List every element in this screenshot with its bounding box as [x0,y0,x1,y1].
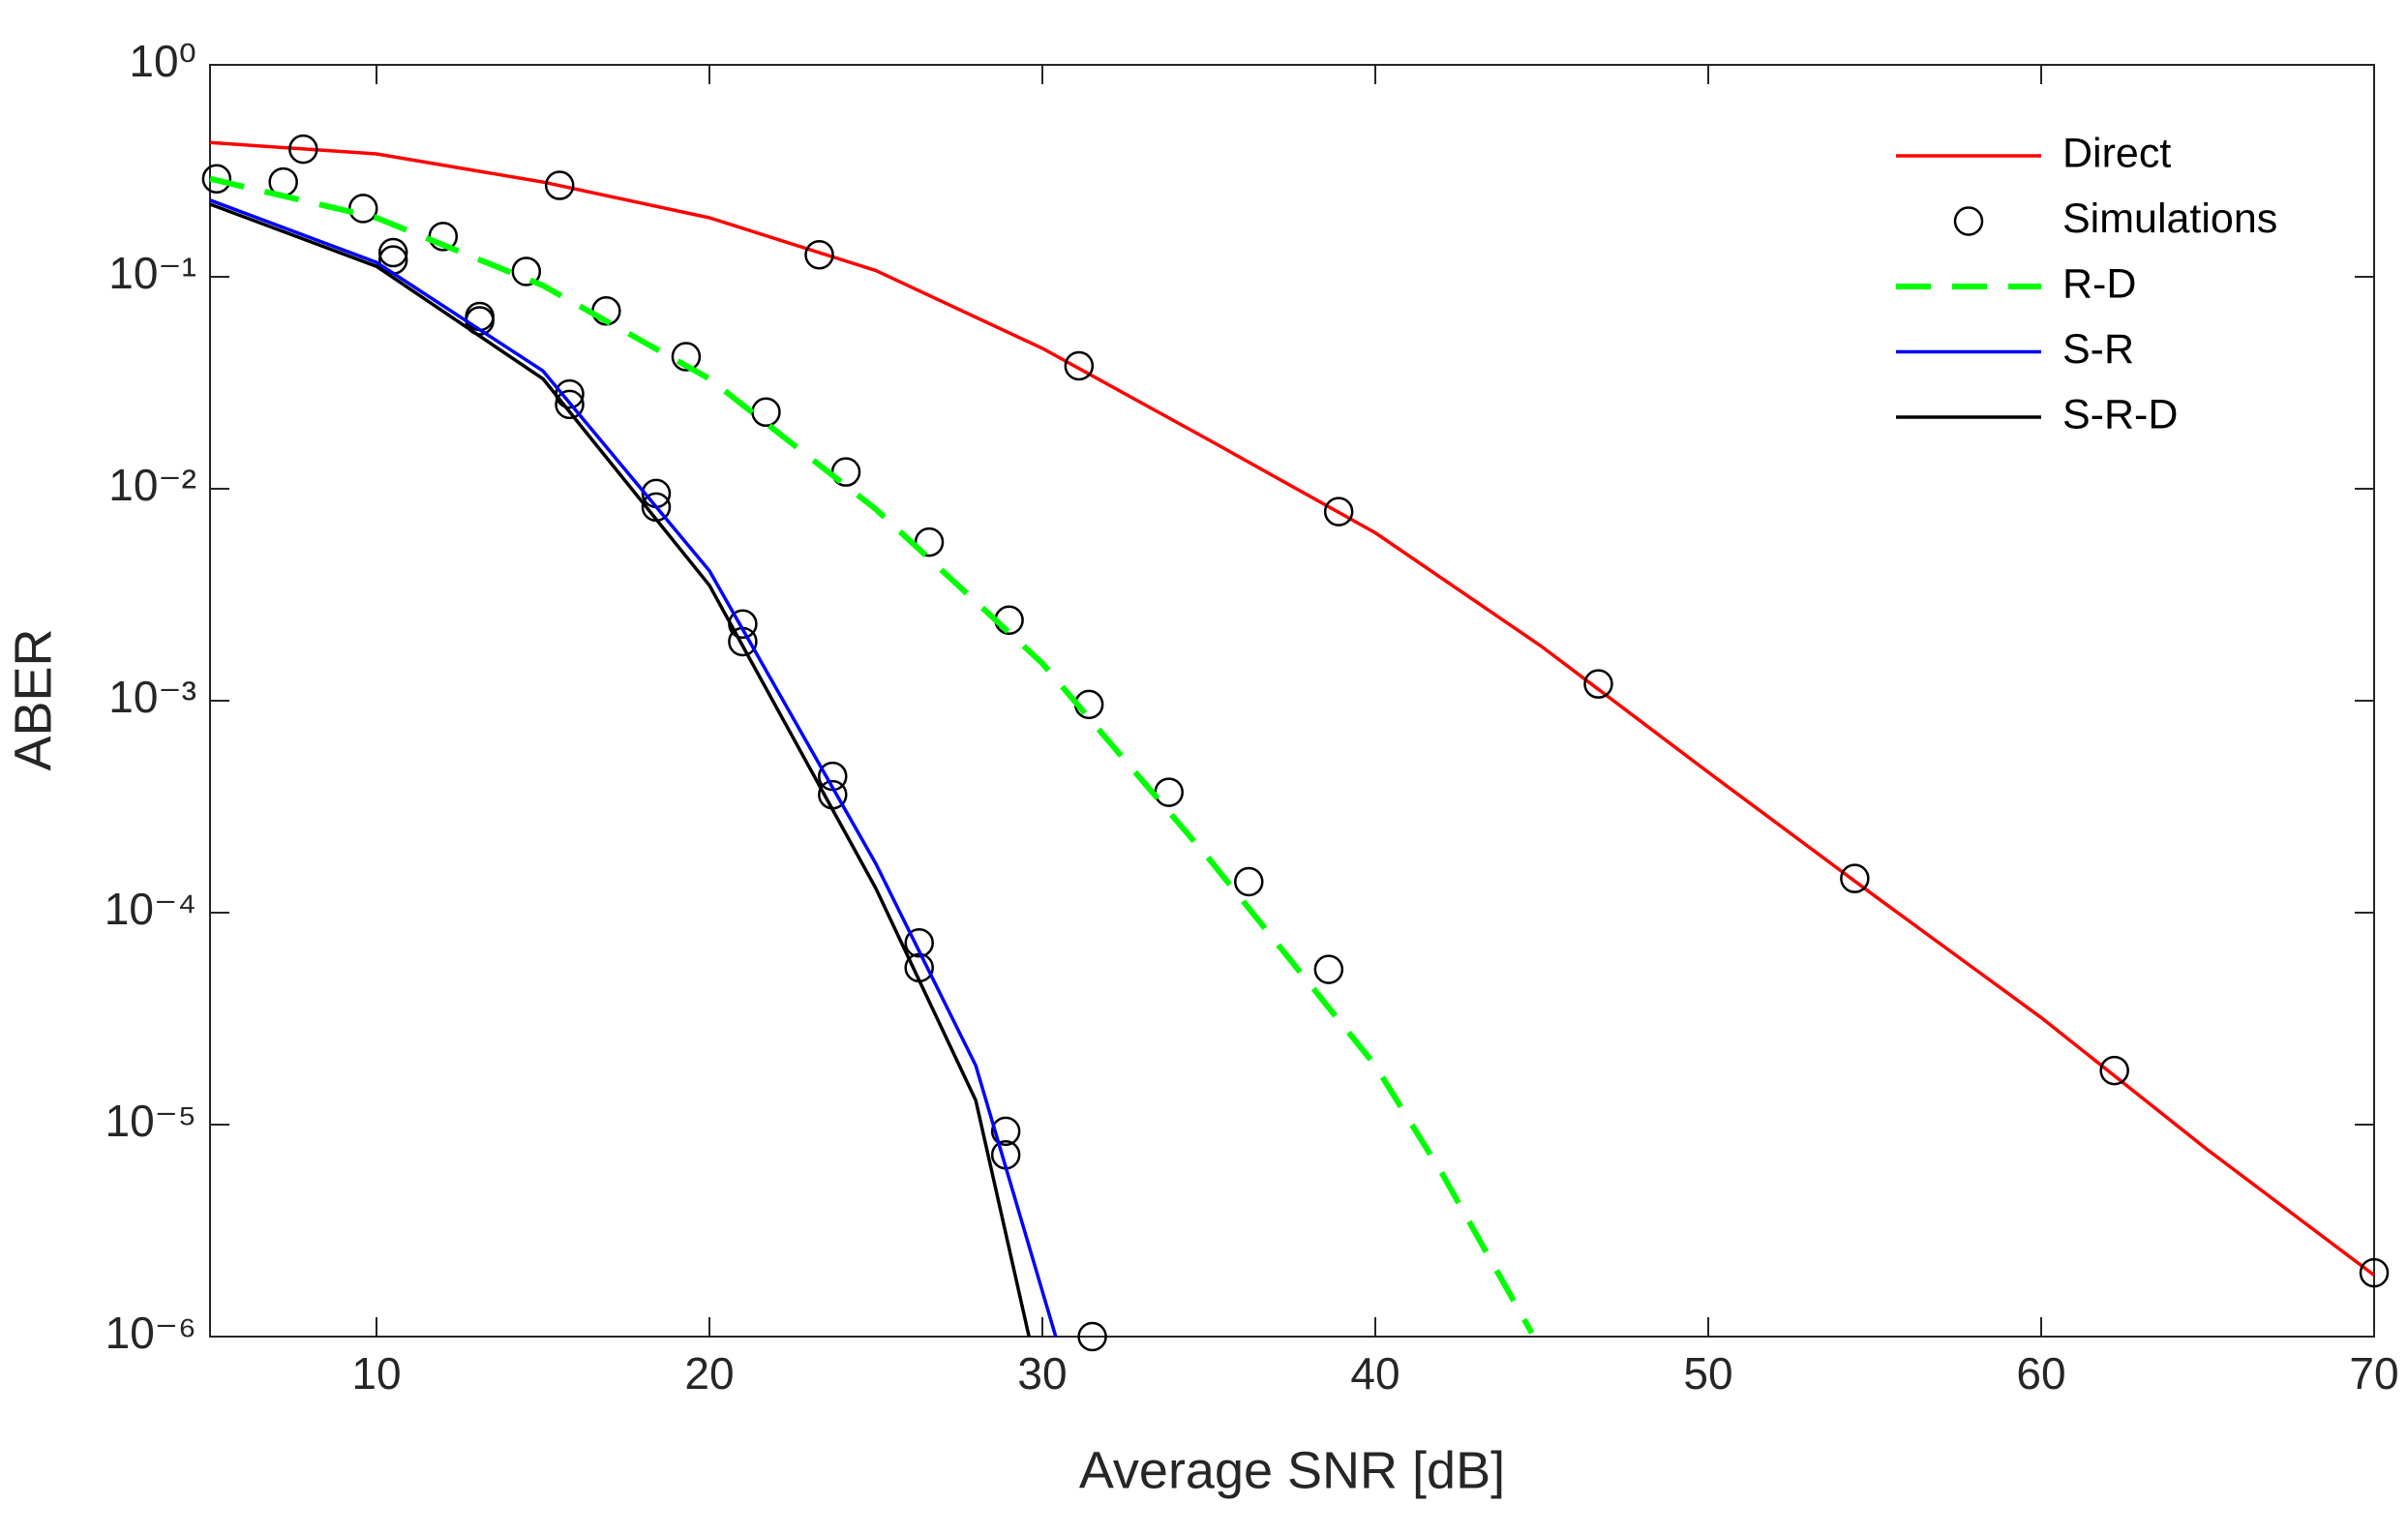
marker [288,134,318,165]
x-tick-label: 10 [351,1348,401,1399]
line [209,202,1031,1338]
marker [671,342,702,372]
legend-label: S-R-D [2062,391,2178,437]
line [209,198,1058,1338]
x-tick-label: 20 [684,1348,734,1399]
x-tick-label: 40 [1350,1348,1400,1399]
marker [1840,863,1870,893]
x-axis-label: Average SNR [dB] [1079,1441,1505,1499]
plot-frame [209,64,2375,1338]
marker [377,237,408,268]
legend-label: Direct [2062,130,2171,176]
legend-marker [1953,206,1984,236]
legend-label: Simulations [2062,196,2277,242]
marker [544,170,575,200]
x-tick-label: 50 [1683,1348,1732,1399]
y-tick-label: 10⁻⁶ [105,1308,196,1358]
marker [1234,866,1264,897]
marker [2099,1055,2129,1086]
y-tick-label: 10⁻² [108,460,196,510]
y-tick-label: 10⁰ [129,36,196,86]
legend-label: S-R [2062,326,2134,373]
y-tick-label: 10⁻⁵ [105,1096,196,1146]
line [209,175,1535,1335]
y-tick-label: 10⁻³ [108,672,196,722]
x-tick-label: 60 [2016,1348,2065,1399]
marker [990,1116,1021,1147]
legend-label: R-D [2062,260,2136,307]
marker [511,256,542,286]
marker [1313,954,1344,984]
marker [1583,669,1613,699]
y-axis-label: ABER [4,628,62,770]
marker [2359,1257,2390,1288]
marker [1323,497,1354,527]
marker [904,927,934,958]
marker [555,389,585,420]
x-tick-label: 30 [1017,1348,1067,1399]
y-tick-label: 10⁻⁴ [105,884,196,934]
y-tick-label: 10⁻¹ [108,248,196,298]
x-tick-label: 70 [2349,1348,2398,1399]
marker [201,164,232,194]
marker [1077,1321,1107,1352]
marker [804,240,834,270]
line [209,140,2376,1277]
marker [1064,350,1095,381]
